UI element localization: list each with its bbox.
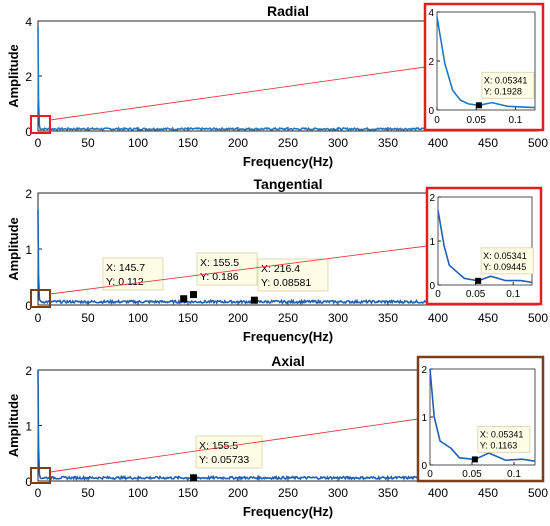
inset-datatip-marker (476, 102, 482, 108)
inset-x-tick-label: 0 (434, 115, 440, 126)
y-axis-label: Amplitude (6, 44, 21, 108)
x-tick-label: 150 (178, 136, 198, 150)
x-tick-label: 500 (528, 311, 548, 325)
chart-panel-radial: Radial 0 50 100 150 200 250 300 350 400 450 500 0 2 4 F… (6, 3, 548, 169)
inset-datatip-y: Y: 0.1928 (484, 86, 522, 96)
x-tick-label: 250 (278, 136, 298, 150)
x-tick-label: 250 (278, 311, 298, 325)
inset-y-tick-label: 2 (429, 193, 435, 204)
chart-title: Axial (271, 353, 304, 369)
x-tick-label: 50 (81, 311, 95, 325)
x-tick-label: 100 (128, 136, 148, 150)
x-tick-label: 350 (378, 486, 398, 500)
x-tick-label: 200 (228, 486, 248, 500)
y-tick-label: 2 (25, 364, 32, 378)
inset-x-tick-label: 0.05 (466, 289, 486, 300)
inset-datatip-y: Y: 0.1163 (480, 440, 517, 450)
y-tick-label: 1 (25, 420, 32, 434)
x-tick-label: 200 (228, 136, 248, 150)
x-axis-label: Frequency(Hz) (243, 329, 333, 344)
inset-x-tick-label: 0.05 (466, 115, 486, 126)
x-tick-label: 400 (428, 136, 448, 150)
inset-y-tick-label: 0 (428, 106, 434, 117)
y-tick-label: 1 (25, 243, 32, 257)
inset-datatip-marker (475, 278, 481, 284)
chart-panel-axial: Axial 0 50 100 150 200 250 300 350 400 450 500 0 1 2 Fr… (6, 353, 548, 519)
datatip-x: X: 155.5 (200, 257, 239, 269)
inset-frame (418, 357, 543, 481)
x-tick-label: 350 (378, 311, 398, 325)
inset-datatip-x: X: 0.05341 (480, 429, 524, 439)
x-tick-label: 400 (428, 311, 448, 325)
x-tick-label: 450 (478, 136, 498, 150)
y-axis-label: Amplitude (6, 394, 21, 458)
y-axis-label: Amplitude (6, 217, 21, 281)
x-tick-label: 450 (478, 486, 498, 500)
inset-datatip-marker (472, 456, 478, 462)
datatip-y: Y: 0.08581 (261, 277, 311, 289)
chart-title: Radial (267, 3, 309, 19)
chart-title: Tangential (254, 176, 323, 192)
inset-y-tick-label: 2 (421, 365, 427, 376)
datatip-marker (190, 474, 197, 481)
x-tick-label: 150 (178, 486, 198, 500)
x-tick-label: 450 (478, 311, 498, 325)
datatip-y: Y: 0.05733 (199, 454, 249, 466)
datatip-marker (251, 297, 258, 304)
inset-y-tick-label: 1 (421, 413, 427, 424)
x-tick-label: 500 (528, 136, 548, 150)
inset-y-tick-label: 4 (428, 8, 434, 19)
x-axis-label: Frequency(Hz) (243, 504, 333, 519)
datatip-x: X: 145.7 (106, 262, 145, 274)
x-tick-label: 100 (128, 486, 148, 500)
x-tick-label: 0 (35, 486, 42, 500)
inset-datatip-x: X: 0.05341 (484, 75, 528, 85)
inset-datatip-y: Y: 0.09445 (483, 262, 526, 272)
inset-datatip-x: X: 0.05341 (483, 251, 527, 261)
datatip-marker (190, 291, 197, 298)
x-axis-label: Frequency(Hz) (243, 154, 333, 169)
inset-y-tick-label: 2 (428, 57, 434, 68)
y-tick-label: 4 (25, 15, 32, 29)
inset-x-tick-label: 0 (427, 469, 433, 480)
x-tick-label: 50 (81, 486, 95, 500)
x-tick-label: 0 (35, 311, 42, 325)
x-tick-label: 50 (81, 136, 95, 150)
x-tick-label: 300 (328, 311, 348, 325)
x-tick-label: 150 (178, 311, 198, 325)
x-tick-label: 300 (328, 486, 348, 500)
inset-x-tick-label: 0.1 (506, 289, 520, 300)
inset-x-tick-label: 0 (435, 289, 441, 300)
x-tick-label: 350 (378, 136, 398, 150)
x-tick-label: 100 (128, 311, 148, 325)
inset-y-tick-label: 0 (421, 461, 427, 472)
datatip-marker (180, 295, 187, 302)
inset-x-tick-label: 0.05 (462, 469, 482, 480)
y-tick-label: 2 (25, 187, 32, 201)
x-tick-label: 400 (428, 486, 448, 500)
inset-x-tick-label: 0.1 (507, 469, 521, 480)
x-tick-label: 250 (278, 486, 298, 500)
x-tick-label: 0 (35, 136, 42, 150)
inset-y-tick-label: 1 (429, 237, 435, 248)
inset-y-tick-label: 0 (429, 281, 435, 292)
x-tick-label: 300 (328, 136, 348, 150)
x-tick-label: 500 (528, 486, 548, 500)
inset-frame (425, 4, 543, 130)
x-tick-label: 200 (228, 311, 248, 325)
y-tick-label: 2 (25, 70, 32, 84)
inset-x-tick-label: 0.1 (508, 115, 522, 126)
